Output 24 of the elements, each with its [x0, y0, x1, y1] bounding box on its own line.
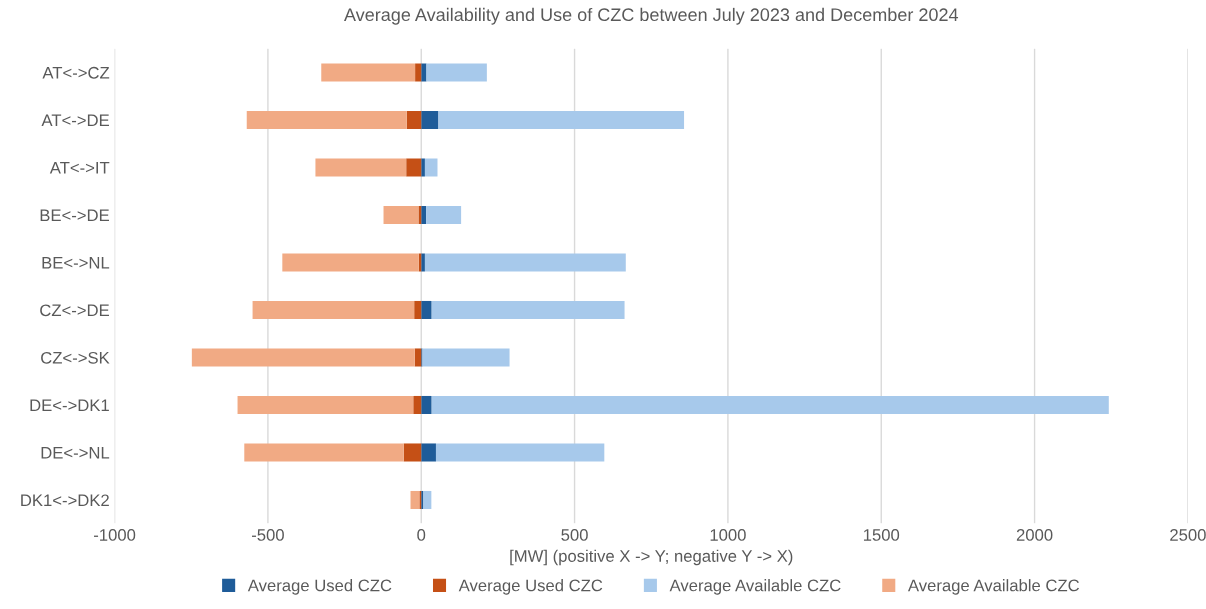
y-tick-label: AT<->IT: [49, 162, 110, 174]
legend-label: Average Available CZC: [907, 579, 1080, 595]
y-tick-label: BE<->NL: [42, 257, 110, 269]
x-tick-label: 1500: [863, 529, 900, 541]
x-tick-label: 1000: [710, 529, 746, 541]
y-tick-label: CZ<->DE: [40, 304, 109, 317]
x-axis-title: [MW] (positive X -> Y; negative Y -> X): [510, 549, 793, 566]
x-tick-label: -1000: [94, 529, 136, 541]
y-tick-label: CZ<->SK: [41, 351, 110, 364]
legend-label: Average Available CZC: [669, 579, 841, 595]
legend-label: Average Used CZC: [458, 579, 603, 595]
x-tick-label: 500: [561, 529, 588, 541]
legend-label: Average Used CZC: [247, 579, 392, 595]
y-tick-label: DE<->DK1: [30, 399, 109, 412]
x-tick-label: 0: [417, 529, 426, 541]
x-tick-label: 2000: [1016, 529, 1053, 541]
x-tick-label: -500: [251, 529, 284, 541]
y-tick-label: BE<->DE: [40, 209, 109, 222]
chart-title: Average Availability and Use of CZC between July 2023 and December 2024: [343, 7, 959, 25]
y-tick-label: AT<->CZ: [42, 66, 110, 79]
y-tick-label: AT<->DE: [41, 114, 109, 127]
x-tick-label: 2500: [1170, 529, 1206, 541]
y-tick-label: DK1<->DK2: [21, 494, 109, 507]
y-tick-label: DE<->NL: [41, 447, 110, 459]
